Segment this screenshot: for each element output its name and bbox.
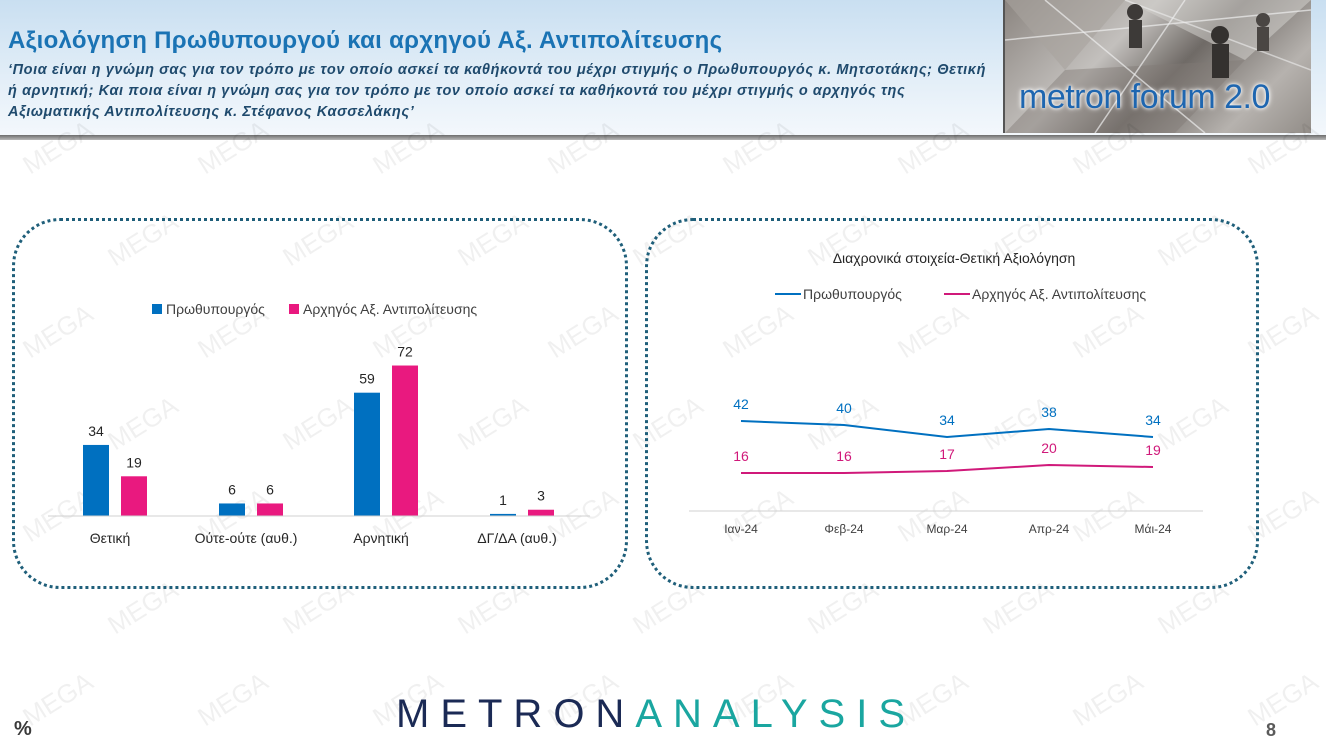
bar-legend-swatch <box>152 304 162 314</box>
metron-analysis-logo: METRONANALYSIS <box>396 692 916 737</box>
line-value-label: 17 <box>939 446 955 462</box>
bar <box>528 509 554 516</box>
line-value-label: 16 <box>733 448 749 464</box>
line-value-label: 20 <box>1041 440 1057 456</box>
line-category-label: Απρ-24 <box>1029 522 1070 536</box>
bar <box>490 513 516 516</box>
line-value-label: 34 <box>939 412 955 428</box>
line-series <box>740 420 1154 439</box>
bar-value-label: 72 <box>397 344 413 360</box>
bar-value-label: 6 <box>228 481 236 497</box>
bar-legend-swatch <box>289 304 299 314</box>
page-title: Αξιολόγηση Πρωθυπουργού και αρχηγού Αξ. … <box>8 27 723 54</box>
bar-value-label: 59 <box>359 371 375 387</box>
bar-category-label: ΔΓ/ΔΑ (αυθ.) <box>477 530 557 546</box>
bar-chart-panel <box>12 218 628 589</box>
bar-value-label: 1 <box>499 492 507 508</box>
line-category-label: Μάι-24 <box>1135 522 1172 536</box>
bar-value-label: 19 <box>126 454 142 470</box>
line-chart-title: Διαχρονικά στοιχεία-Θετική Αξιολόγηση <box>833 250 1076 266</box>
question-text: ‘Ποια είναι η γνώμη σας για τον τρόπο με… <box>8 62 987 120</box>
line-category-label: Μαρ-24 <box>926 522 967 536</box>
logo-part-metron: METRON <box>396 692 636 736</box>
bar-category-label: Αρνητική <box>353 530 409 546</box>
line-chart-panel <box>645 218 1259 589</box>
line-legend-label: Πρωθυπουργός <box>803 286 902 302</box>
bar <box>121 476 147 516</box>
bar <box>392 365 418 516</box>
header-divider <box>0 135 1326 140</box>
forum-logo-text: metron forum 2.0 <box>1019 78 1270 116</box>
unit-label: % <box>14 718 32 740</box>
line-value-label: 42 <box>733 396 749 412</box>
line-legend-label: Αρχηγός Αξ. Αντιπολίτευσης <box>972 286 1146 302</box>
page-number: 8 <box>1266 720 1277 740</box>
bar-category-label: Ούτε-ούτε (αυθ.) <box>195 530 298 546</box>
bar <box>354 392 380 516</box>
line-category-label: Ιαν-24 <box>724 522 758 536</box>
line-category-label: Φεβ-24 <box>824 522 863 536</box>
bar <box>83 444 109 516</box>
line-value-label: 19 <box>1145 442 1161 458</box>
bar-value-label: 34 <box>88 423 104 439</box>
forum-photo-graphic <box>1005 0 1311 133</box>
bar <box>257 503 283 516</box>
line-series <box>741 463 1154 474</box>
bar-legend-label: Αρχηγός Αξ. Αντιπολίτευσης <box>303 301 477 317</box>
line-value-label: 34 <box>1145 412 1161 428</box>
bar-category-label: Θετική <box>90 530 131 546</box>
bar-value-label: 3 <box>537 488 545 504</box>
bar <box>219 503 245 516</box>
bar-value-label: 6 <box>266 481 274 497</box>
forum-logo-image: metron forum 2.0 <box>1003 0 1311 133</box>
line-value-label: 38 <box>1041 404 1057 420</box>
bar-legend-label: Πρωθυπουργός <box>166 301 265 317</box>
logo-part-analysis: ANALYSIS <box>635 692 917 736</box>
line-value-label: 16 <box>836 448 852 464</box>
line-value-label: 40 <box>836 400 852 416</box>
